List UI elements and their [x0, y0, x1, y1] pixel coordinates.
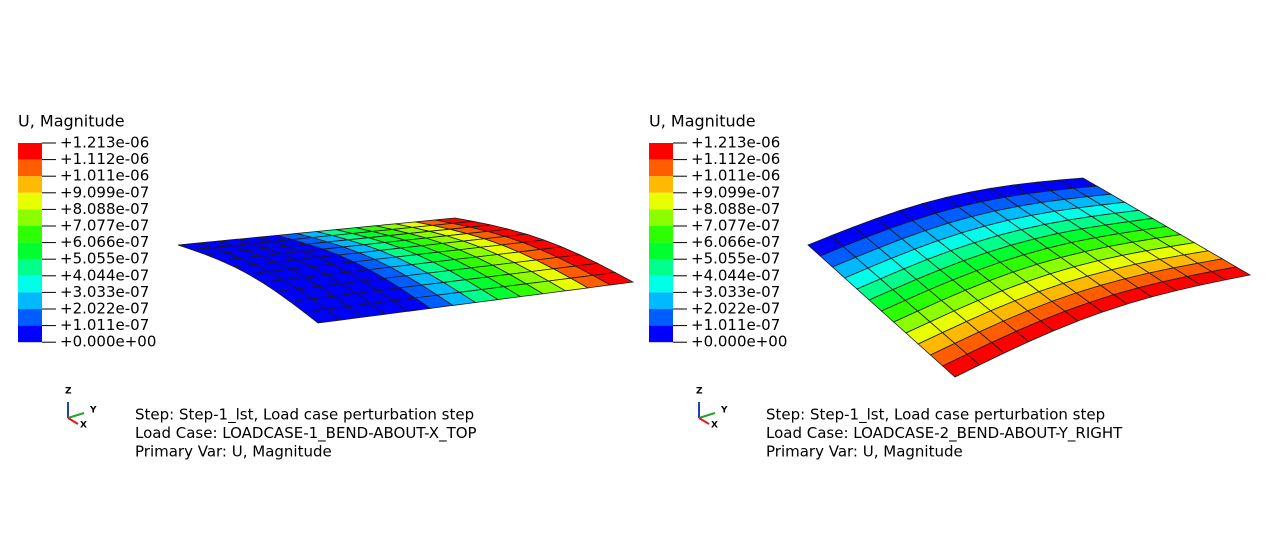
triad-label: Y — [720, 406, 728, 416]
legend-label: +1.011e-07 — [60, 316, 149, 334]
legend-label: +1.213e-06 — [691, 134, 780, 152]
legend-swatch — [649, 226, 673, 243]
mesh-element — [1210, 266, 1252, 281]
legend-swatch — [649, 242, 673, 260]
legend-label: +5.055e-07 — [691, 250, 780, 268]
legend-label: +4.044e-07 — [691, 266, 780, 284]
legend-label: +1.213e-06 — [60, 134, 149, 152]
legend-swatch — [649, 192, 673, 210]
legend-swatch — [18, 292, 42, 309]
triad-x — [67, 417, 79, 425]
triad-label: Z — [65, 387, 72, 397]
legend-label: +3.033e-07 — [60, 283, 149, 301]
legend-label: +2.022e-07 — [691, 300, 780, 318]
legend-label: +6.066e-07 — [691, 233, 780, 251]
legend-label: +9.099e-07 — [60, 183, 149, 201]
info-line: Primary Var: U, Magnitude — [135, 443, 332, 461]
legend-swatch — [649, 159, 673, 177]
legend-label: +8.088e-07 — [60, 200, 149, 218]
legend-label: +1.011e-07 — [691, 316, 780, 334]
legend-swatch — [18, 325, 42, 343]
legend-swatch — [649, 275, 673, 293]
info-line: Step: Step-1_lst, Load case perturbation… — [766, 406, 1105, 425]
info-line: Step: Step-1_lst, Load case perturbation… — [135, 406, 474, 425]
legend-label: +1.011e-06 — [60, 167, 149, 185]
legend-swatch — [18, 159, 42, 177]
legend-swatch — [18, 275, 42, 293]
triad-label: X — [80, 421, 87, 431]
legend-swatch — [649, 325, 673, 343]
triad-label: Y — [89, 406, 97, 416]
triad-label: X — [711, 421, 718, 431]
triad-y — [698, 412, 716, 419]
legend-label: +1.112e-06 — [691, 150, 780, 168]
legend-swatch — [18, 176, 42, 193]
legend-swatch — [18, 209, 42, 226]
legend-label: +5.055e-07 — [60, 250, 149, 268]
info-line: Primary Var: U, Magnitude — [766, 443, 963, 461]
legend-swatch — [649, 309, 673, 326]
legend-swatch — [18, 242, 42, 260]
legend-label: +3.033e-07 — [691, 283, 780, 301]
legend-swatch — [649, 176, 673, 193]
mesh-element — [591, 272, 635, 286]
legend-label: +1.011e-06 — [691, 167, 780, 185]
panel: U, Magnitude+1.213e-06+1.112e-06+1.011e-… — [649, 112, 1252, 461]
legend-swatch — [18, 309, 42, 326]
legend-swatch — [18, 192, 42, 210]
legend-title: U, Magnitude — [649, 112, 756, 131]
legend-swatch — [649, 143, 673, 160]
panel: U, Magnitude+1.213e-06+1.112e-06+1.011e-… — [18, 112, 635, 461]
legend-title: U, Magnitude — [18, 112, 125, 131]
legend-swatch — [18, 226, 42, 243]
legend-swatch — [18, 259, 42, 276]
legend-swatch — [649, 292, 673, 309]
legend-label: +6.066e-07 — [60, 233, 149, 251]
legend-label: +0.000e+00 — [691, 333, 787, 351]
legend-label: +7.077e-07 — [60, 217, 149, 235]
legend-label: +4.044e-07 — [60, 266, 149, 284]
legend-label: +7.077e-07 — [691, 217, 780, 235]
legend-swatch — [649, 209, 673, 226]
info-line: Load Case: LOADCASE-2_BEND-ABOUT-Y_RIGHT — [766, 424, 1123, 443]
triad-x — [698, 417, 710, 425]
legend-label: +2.022e-07 — [60, 300, 149, 318]
legend-swatch — [18, 143, 42, 160]
legend-label: +8.088e-07 — [691, 200, 780, 218]
triad-y — [67, 412, 85, 419]
legend-label: +9.099e-07 — [691, 183, 780, 201]
legend-swatch — [649, 259, 673, 276]
legend-label: +1.112e-06 — [60, 150, 149, 168]
info-line: Load Case: LOADCASE-1_BEND-ABOUT-X_TOP — [135, 424, 477, 443]
triad-label: Z — [696, 387, 703, 397]
legend-label: +0.000e+00 — [60, 333, 156, 351]
